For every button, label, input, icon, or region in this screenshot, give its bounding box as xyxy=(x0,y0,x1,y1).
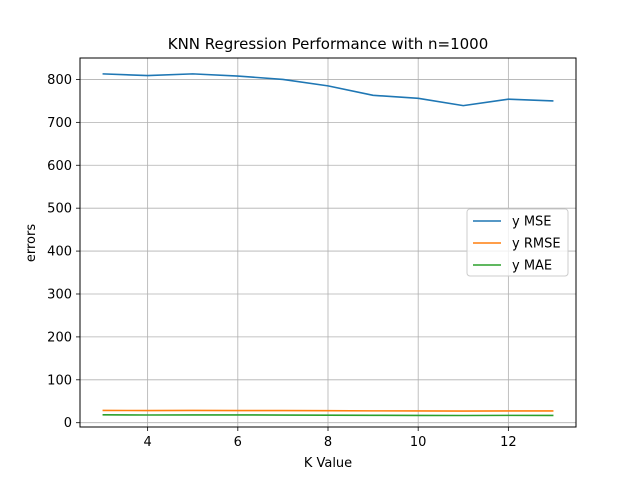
legend-label: y RMSE xyxy=(512,237,561,252)
x-tick-label: 10 xyxy=(410,435,427,450)
x-tick-label: 12 xyxy=(500,435,517,450)
legend: y MSE y RMSE y MAE xyxy=(466,208,569,277)
series-line-y-mse xyxy=(102,73,554,107)
y-axis: 0 100 200 300 400 500 600 700 800 xyxy=(47,73,80,431)
x-tick-label: 6 xyxy=(234,435,242,450)
series-line-y-rmse xyxy=(102,409,554,412)
x-tick-label: 4 xyxy=(143,435,151,450)
y-tick-label: 200 xyxy=(47,330,72,345)
legend-label: y MAE xyxy=(512,259,552,274)
y-tick-label: 600 xyxy=(47,159,72,174)
x-axis: 4 6 8 10 12 xyxy=(143,427,517,450)
y-tick-label: 800 xyxy=(47,73,72,88)
y-tick-label: 300 xyxy=(47,287,72,302)
chart-title: KNN Regression Performance with n=1000 xyxy=(168,35,489,53)
y-tick-label: 500 xyxy=(47,202,72,217)
y-tick-label: 700 xyxy=(47,116,72,131)
series-lines xyxy=(102,73,554,417)
x-axis-label: K Value xyxy=(304,456,352,471)
y-tick-label: 400 xyxy=(47,245,72,260)
legend-box xyxy=(466,208,569,277)
y-tick-label: 0 xyxy=(64,416,72,431)
y-axis-label: errors xyxy=(24,224,39,262)
x-tick-label: 8 xyxy=(324,435,332,450)
series-line-y-mae xyxy=(102,413,554,417)
y-tick-label: 100 xyxy=(47,373,72,388)
legend-label: y MSE xyxy=(512,215,552,230)
